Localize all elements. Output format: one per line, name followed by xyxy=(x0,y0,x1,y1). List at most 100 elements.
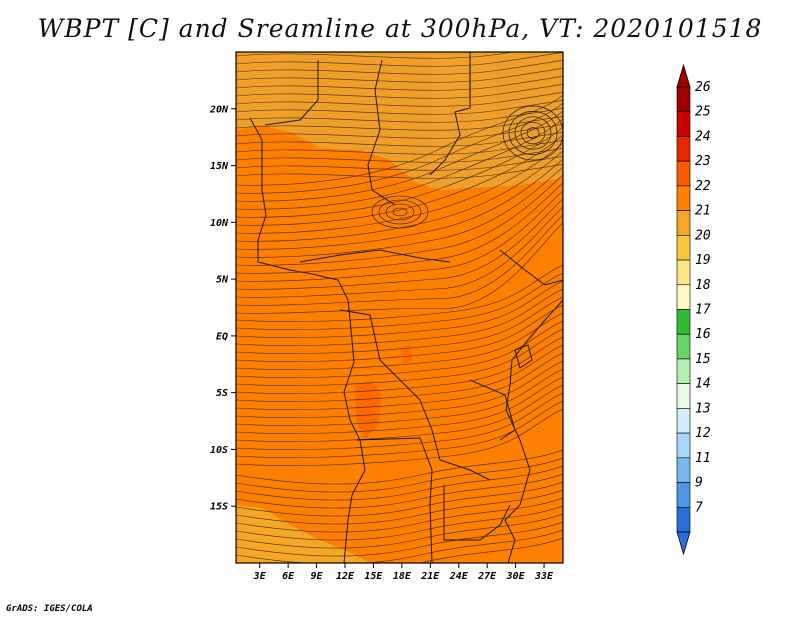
streamline-eddy xyxy=(392,207,408,217)
streamline xyxy=(236,190,563,282)
colorbar-label: 25 xyxy=(695,105,711,120)
coastline-west xyxy=(249,117,366,563)
colorbar-label: 14 xyxy=(695,377,711,392)
latitude-labels: 20N 15N 10N 5N EQ 5S 10S 15S xyxy=(209,104,229,512)
colorbar-label: 23 xyxy=(695,154,711,169)
streamline xyxy=(236,272,563,330)
border-drc xyxy=(339,309,491,481)
streamline xyxy=(236,206,563,298)
streamline xyxy=(236,328,563,386)
streamline xyxy=(236,182,563,274)
lon-label: 18E xyxy=(393,571,412,582)
wbpt-field-warm-patch xyxy=(355,380,382,440)
colorbar-swatch xyxy=(676,309,691,335)
streamline-vortex xyxy=(508,111,558,155)
colorbar-label: 15 xyxy=(695,352,711,367)
border-chad-sudan xyxy=(367,59,396,206)
streamline xyxy=(236,400,563,458)
streamline xyxy=(236,126,563,218)
longitude-labels: 3E 6E 9E 12E 15E 18E 21E 24E 27E 30E 33E xyxy=(253,571,554,582)
colorbar-label: 22 xyxy=(695,179,711,194)
streamline xyxy=(236,142,563,234)
colorbar-label: 9 xyxy=(695,476,703,491)
footer-credit: GrADS: IGES/COLA xyxy=(6,604,93,614)
colorbar-label: 16 xyxy=(695,327,711,342)
colorbar-label: 24 xyxy=(695,129,711,144)
streamline xyxy=(236,352,563,410)
streamline-vortex xyxy=(526,127,540,139)
colorbar-swatch xyxy=(676,235,691,261)
streamline xyxy=(236,198,563,290)
streamline xyxy=(236,134,563,226)
colorbar-label: 21 xyxy=(695,204,711,219)
lon-label: 30E xyxy=(506,571,526,582)
colorbar-swatch xyxy=(676,136,691,162)
border-tanzania xyxy=(469,379,516,441)
lat-label: 15S xyxy=(210,502,228,513)
streamline-eddy xyxy=(371,195,429,229)
lon-label: 24E xyxy=(449,571,469,582)
streamline xyxy=(236,376,563,434)
border-ethiopia xyxy=(499,249,563,286)
colorbar-label: 19 xyxy=(695,253,711,268)
lon-label: 15E xyxy=(364,571,383,582)
streamline xyxy=(236,384,563,442)
streamline xyxy=(236,52,516,59)
streamline xyxy=(236,312,563,370)
colorbar-swatch xyxy=(676,111,691,137)
lake-victoria xyxy=(514,344,533,369)
streamline xyxy=(236,392,563,450)
country-boundaries xyxy=(249,52,563,563)
streamline xyxy=(236,537,563,563)
colorbar-swatch xyxy=(676,506,691,533)
streamline xyxy=(236,102,563,194)
colorbar-swatch xyxy=(676,457,691,483)
colorbar-swatch xyxy=(676,284,691,310)
streamline xyxy=(236,150,563,242)
colorbar-label: 12 xyxy=(695,426,711,441)
lat-label: 10N xyxy=(210,218,229,229)
streamline-eddy xyxy=(385,203,415,221)
streamline-eddy xyxy=(378,199,422,225)
streamline xyxy=(236,174,563,266)
streamline xyxy=(236,513,563,549)
colorbar-min-arrow xyxy=(676,531,691,556)
coastline-east xyxy=(504,299,563,563)
colorbar-label: 26 xyxy=(695,80,711,95)
colorbar-swatch xyxy=(676,432,691,459)
streamline xyxy=(236,521,563,557)
streamline xyxy=(236,473,563,509)
lat-label: 5S xyxy=(216,388,228,399)
plot-area xyxy=(236,52,563,563)
border-angola xyxy=(355,437,433,563)
streamline xyxy=(236,288,563,346)
colorbar-swatch xyxy=(676,259,691,286)
streamline xyxy=(236,118,563,210)
lon-label: 12E xyxy=(336,571,355,582)
colorbar-swatch xyxy=(676,482,691,508)
colorbar-label: 17 xyxy=(695,303,711,318)
border-egypt xyxy=(429,52,471,176)
streamline-vortex xyxy=(502,105,563,161)
colorbar-max-arrow xyxy=(676,63,691,88)
streamline xyxy=(236,481,563,517)
colorbar: 26 25 24 23 22 21 20 19 18 17 16 15 14 13 12 11 9 7 xyxy=(676,63,711,556)
colorbar-swatch xyxy=(676,358,691,384)
lon-label: 3E xyxy=(253,571,267,582)
colorbar-label: 11 xyxy=(695,451,711,466)
streamline xyxy=(236,457,563,493)
border-sudan-north xyxy=(264,60,319,126)
lon-label: 9E xyxy=(311,571,324,582)
colorbar-swatch xyxy=(676,383,691,409)
map-title: WBPT [C] and Sreamline at 300hPa, VT: 20… xyxy=(37,14,763,43)
colorbar-swatch xyxy=(676,160,691,187)
wbpt-field-warm-patch xyxy=(400,345,413,364)
border-zambia xyxy=(443,485,511,541)
colorbar-swatch xyxy=(676,185,691,211)
colorbar-swatch xyxy=(676,86,691,113)
streamline xyxy=(236,344,563,402)
lat-label: EQ xyxy=(216,331,228,342)
streamline xyxy=(236,368,563,426)
colorbar-label: 18 xyxy=(695,278,711,293)
